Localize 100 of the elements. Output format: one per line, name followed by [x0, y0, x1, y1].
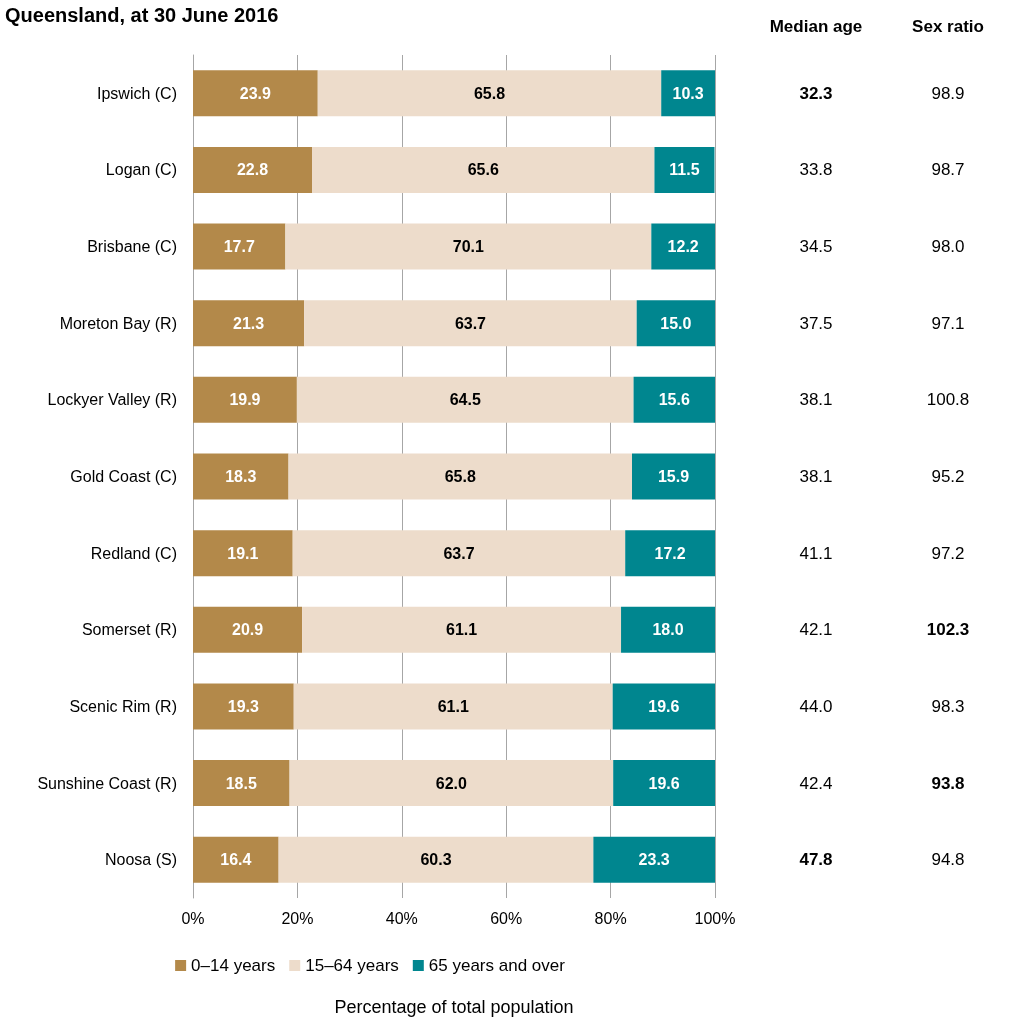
data-label: 42.1 [799, 620, 833, 640]
x-tick-label: 40% [385, 909, 418, 927]
bar [193, 70, 318, 117]
data-label: 93.8 [931, 773, 965, 793]
bar [593, 836, 715, 883]
data-label: 16.4 [220, 851, 252, 869]
data-label: 60.3 [420, 851, 452, 869]
data-label: 61.1 [446, 621, 478, 639]
bar [651, 223, 715, 270]
data-label: 41.1 [799, 543, 833, 563]
data-label: 37.5 [799, 313, 833, 333]
data-label: 95.2 [931, 467, 965, 486]
bar [278, 836, 594, 883]
y-tick-label: Ipswich (C) [96, 84, 177, 102]
bar [193, 836, 279, 883]
data-label: 18.3 [225, 468, 257, 485]
data-label: 100.8 [926, 390, 970, 410]
data-label: 19.6 [648, 774, 680, 792]
data-label: 19.1 [227, 544, 259, 562]
data-label: 32.3 [799, 83, 833, 103]
data-label: 61.1 [437, 697, 469, 715]
y-tick-label: Moreton Bay (R) [59, 314, 177, 332]
bar [633, 376, 715, 423]
bar [288, 453, 632, 500]
data-label: 18.0 [652, 621, 684, 639]
data-label: 70.1 [452, 238, 485, 256]
data-label: 102.3 [926, 620, 970, 640]
data-label: 12.2 [667, 238, 699, 256]
x-tick-label: Median age [769, 17, 863, 36]
data-label: 65.8 [473, 84, 506, 102]
bar [636, 300, 715, 347]
data-label: 97.2 [931, 543, 965, 563]
data-label: 63.7 [443, 544, 475, 562]
data-label: 33.8 [799, 160, 833, 180]
bar [292, 530, 626, 577]
bar [654, 146, 715, 193]
data-label: 38.1 [799, 467, 833, 486]
bar [193, 300, 305, 347]
x-tick-label: 20% [281, 909, 314, 927]
bar [193, 376, 297, 423]
legend-label: 65 years and over [428, 956, 566, 975]
data-label: 23.3 [638, 851, 670, 869]
bar [293, 683, 613, 730]
data-label: 21.3 [233, 314, 265, 332]
data-label: 63.7 [454, 314, 487, 332]
data-label: 44.0 [799, 696, 833, 716]
y-tick-label: Logan (C) [105, 161, 177, 179]
bar [632, 453, 715, 500]
bar [193, 606, 303, 653]
y-tick-label: Redland (C) [90, 544, 177, 562]
data-label: 19.6 [648, 697, 680, 715]
bar [304, 300, 637, 347]
data-label: 11.5 [669, 161, 700, 179]
x-tick-label: 0% [181, 909, 205, 927]
data-label: 64.5 [449, 391, 481, 409]
y-tick-label: Gold Coast (C) [70, 468, 177, 485]
bar [193, 760, 290, 807]
bar [302, 606, 622, 653]
data-label: 47.8 [799, 850, 833, 870]
bar [193, 146, 313, 193]
bar [621, 606, 715, 653]
data-label: 42.4 [799, 773, 833, 793]
data-label: 15.6 [658, 391, 690, 409]
x-tick-label: 80% [594, 909, 627, 927]
data-label: 15.9 [657, 468, 690, 485]
data-label: 15.0 [660, 314, 692, 332]
data-label: 65.8 [444, 468, 476, 485]
bar [285, 223, 652, 270]
bar [612, 683, 715, 730]
data-label: 22.8 [236, 161, 269, 179]
bar [193, 453, 289, 500]
bar [312, 146, 655, 193]
bar [296, 376, 634, 423]
bar [613, 760, 715, 807]
data-label: 98.0 [931, 237, 965, 257]
data-label: 97.1 [931, 313, 965, 333]
bar [289, 760, 614, 807]
bar [193, 223, 286, 270]
bar [625, 530, 715, 577]
data-label: 38.1 [799, 390, 833, 410]
y-tick-label: Somerset (R) [81, 621, 177, 639]
y-tick-label: Brisbane (C) [87, 238, 177, 256]
x-axis-title: Percentage of total population [334, 997, 574, 1017]
bar [193, 683, 294, 730]
data-label: 98.3 [931, 696, 965, 716]
bar [193, 530, 293, 577]
data-label: 94.8 [931, 850, 965, 870]
data-label: 10.3 [672, 84, 704, 102]
bar [661, 70, 715, 117]
y-tick-label: Sunshine Coast (R) [37, 774, 177, 792]
x-tick-label: 100% [694, 909, 736, 927]
chart-title: Queensland, at 30 June 2016 [5, 4, 279, 26]
data-label: 23.9 [239, 84, 272, 102]
x-tick-label: 60% [490, 909, 523, 927]
data-label: 65.6 [467, 161, 499, 179]
data-label: 18.5 [225, 774, 257, 792]
data-label: 20.9 [231, 621, 264, 639]
data-label: 17.2 [654, 544, 686, 562]
data-label: 62.0 [435, 774, 468, 792]
y-tick-label: Noosa (S) [104, 851, 177, 869]
